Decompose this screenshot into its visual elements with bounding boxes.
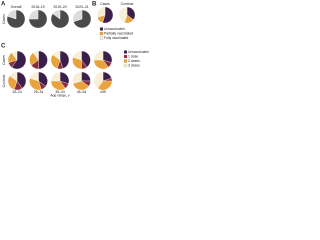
pie-slice <box>59 50 70 69</box>
legend-label: Unvaccinated <box>104 27 125 31</box>
row-label: Cases <box>2 14 6 24</box>
row-label: Cases <box>2 55 6 65</box>
pie-slice <box>9 71 18 82</box>
pie-title: Cases <box>100 2 110 6</box>
pie-slice <box>11 50 18 61</box>
pie-slice <box>93 50 104 61</box>
pie-slice <box>93 71 104 89</box>
pie-slice <box>11 50 27 70</box>
x-tick-label: 25–34 <box>34 90 44 94</box>
x-tick-label: 15–24 <box>12 90 22 94</box>
legend-label: Fully vaccinated <box>104 36 128 40</box>
x-tick-label: 35–44 <box>55 90 65 94</box>
pie-slice <box>28 9 48 29</box>
pie-slice <box>28 9 39 20</box>
pie-slice <box>16 71 27 89</box>
panel-letter: B <box>92 2 97 8</box>
x-tick-label: ≥55 <box>100 90 106 94</box>
pie-slice <box>29 71 39 82</box>
legend-swatch <box>123 63 128 68</box>
pie-slice <box>73 9 92 29</box>
pie-title: 2019–20 <box>53 5 66 9</box>
pie-title: Controls <box>121 2 134 6</box>
pie-slice <box>52 50 61 61</box>
pie-slice <box>50 71 61 82</box>
pie-slice <box>81 71 91 82</box>
pie-title: 2018–19 <box>31 5 44 9</box>
x-tick-label: 45–54 <box>77 90 87 94</box>
panel-letter: A <box>1 2 6 8</box>
pie-title: Overall <box>11 5 22 9</box>
legend-swatch <box>99 36 104 40</box>
legend-swatch <box>123 59 128 63</box>
row-label: Controls <box>2 74 6 87</box>
legend-label: Unvaccinated <box>128 50 149 54</box>
legend-swatch <box>99 31 104 36</box>
pie-slice <box>52 9 61 20</box>
legend-label: 1 dose <box>128 54 138 58</box>
legend-label: 3 doses <box>128 63 140 67</box>
legend-swatch <box>123 54 128 59</box>
pie-slice <box>96 6 106 18</box>
pie-slice <box>72 50 82 61</box>
pie-slice <box>7 9 17 20</box>
pie-slice <box>38 50 48 70</box>
pie-slice <box>72 71 82 84</box>
page: {"chart_data": [ {"type": "pie", "panel"… <box>0 0 320 97</box>
panel-letter: C <box>1 44 6 50</box>
x-axis-title: Age range, y <box>50 93 70 97</box>
pie-slice <box>33 50 39 61</box>
pie-slice <box>118 6 128 23</box>
pie-title: 2020–21 <box>75 5 88 9</box>
legend-swatch <box>99 27 104 31</box>
legend-swatch <box>123 50 128 54</box>
legend-label: Partially vaccinated <box>104 31 133 35</box>
legend-label: 2 doses <box>128 59 140 63</box>
pie-slice <box>81 50 91 68</box>
pie-slice <box>72 9 83 22</box>
